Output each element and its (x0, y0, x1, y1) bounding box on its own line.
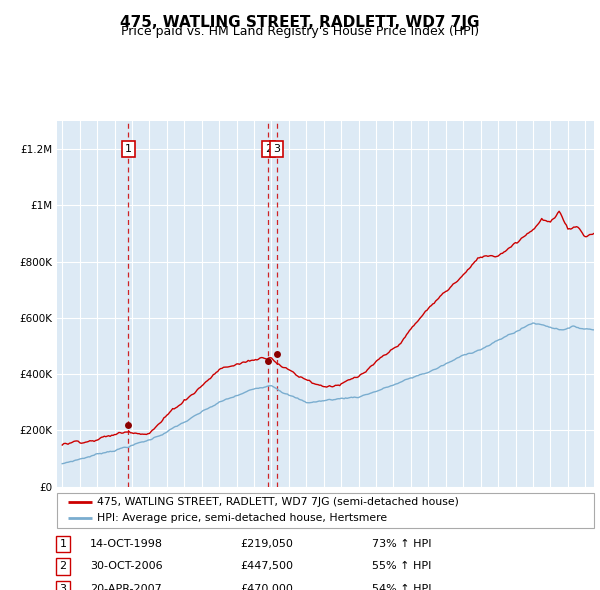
Text: HPI: Average price, semi-detached house, Hertsmere: HPI: Average price, semi-detached house,… (97, 513, 388, 523)
Text: 54% ↑ HPI: 54% ↑ HPI (372, 584, 431, 590)
Text: £470,000: £470,000 (240, 584, 293, 590)
Text: 3: 3 (59, 584, 67, 590)
Text: £447,500: £447,500 (240, 562, 293, 571)
Text: 475, WATLING STREET, RADLETT, WD7 7JG (semi-detached house): 475, WATLING STREET, RADLETT, WD7 7JG (s… (97, 497, 459, 507)
Text: 14-OCT-1998: 14-OCT-1998 (90, 539, 163, 549)
Text: 30-OCT-2006: 30-OCT-2006 (90, 562, 163, 571)
FancyBboxPatch shape (57, 493, 594, 528)
Text: 55% ↑ HPI: 55% ↑ HPI (372, 562, 431, 571)
Text: 20-APR-2007: 20-APR-2007 (90, 584, 162, 590)
Text: 475, WATLING STREET, RADLETT, WD7 7JG: 475, WATLING STREET, RADLETT, WD7 7JG (120, 15, 480, 30)
Text: 2: 2 (59, 562, 67, 571)
Text: 1: 1 (59, 539, 67, 549)
Text: 2: 2 (265, 144, 272, 154)
Text: 3: 3 (273, 144, 280, 154)
Text: Price paid vs. HM Land Registry's House Price Index (HPI): Price paid vs. HM Land Registry's House … (121, 25, 479, 38)
Text: £219,050: £219,050 (240, 539, 293, 549)
Text: 1: 1 (125, 144, 132, 154)
Text: 73% ↑ HPI: 73% ↑ HPI (372, 539, 431, 549)
